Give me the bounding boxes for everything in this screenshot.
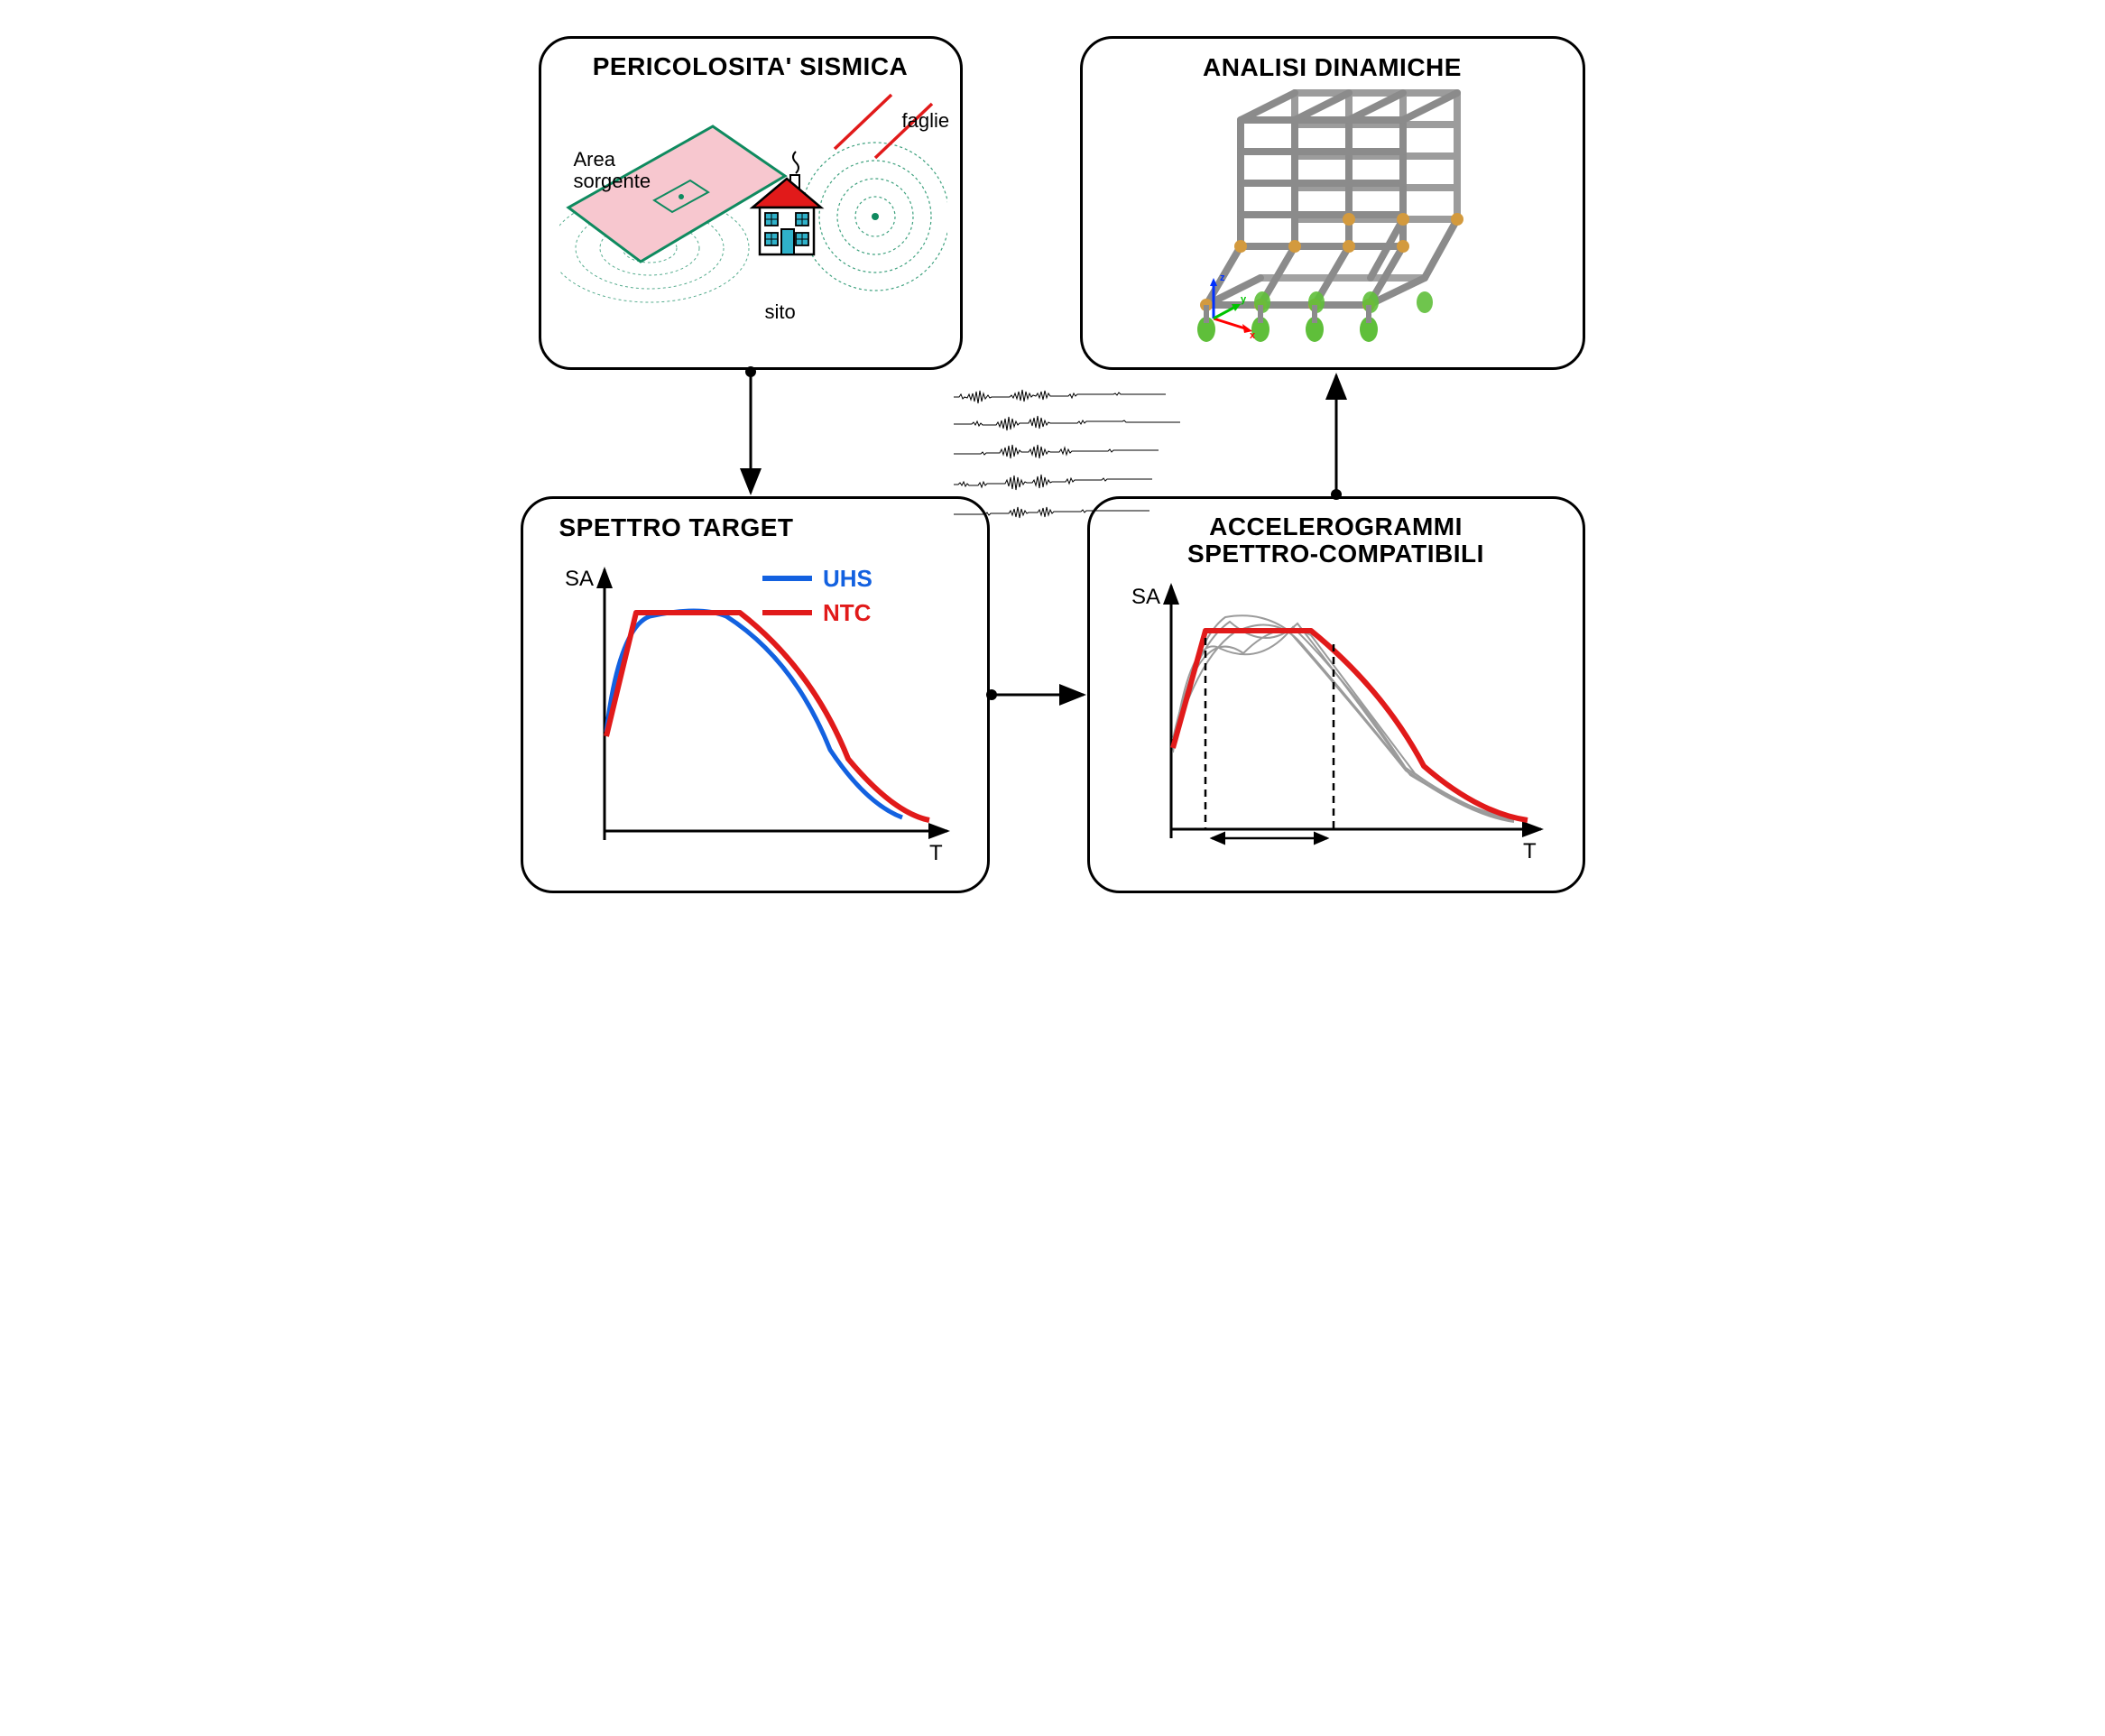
label-faglie: faglie: [902, 109, 950, 133]
accel-spectrum-chart: SA T: [1108, 568, 1568, 874]
svg-text:y: y: [1241, 294, 1247, 305]
target-spectrum-chart: SA T UHS NTC: [541, 542, 974, 876]
legend-ntc: NTC: [823, 599, 872, 626]
axis-t-label-2: T: [1523, 839, 1537, 863]
svg-text:z: z: [1220, 272, 1225, 283]
diagram-canvas: PERICOLOSITA' SISMICA: [521, 36, 1585, 902]
axis-sa-label: SA: [565, 567, 594, 591]
hazard-illustration: [559, 81, 947, 334]
panel-dynamic: ANALISI DINAMICHE: [1080, 36, 1585, 370]
panel-hazard-title: PERICOLOSITA' SISMICA: [559, 53, 942, 81]
waveforms: [954, 383, 1297, 528]
legend-uhs: UHS: [823, 565, 872, 592]
label-area-sorgente: Area sorgente: [574, 149, 664, 192]
axis-sa-label-2: SA: [1131, 585, 1160, 609]
panel-hazard: PERICOLOSITA' SISMICA: [539, 36, 963, 370]
building-model: z x y: [1101, 82, 1570, 353]
axis-t-label: T: [929, 841, 943, 865]
label-sito: sito: [765, 300, 796, 324]
panel-dynamic-title: ANALISI DINAMICHE: [1101, 53, 1565, 82]
svg-text:x: x: [1250, 330, 1256, 341]
panel-target-title: SPETTRO TARGET: [541, 513, 969, 542]
panel-accel: ACCELEROGRAMMI SPETTRO-COMPATIBILI SA T: [1087, 496, 1585, 893]
panel-target: SPETTRO TARGET SA T UHS NTC: [521, 496, 990, 893]
